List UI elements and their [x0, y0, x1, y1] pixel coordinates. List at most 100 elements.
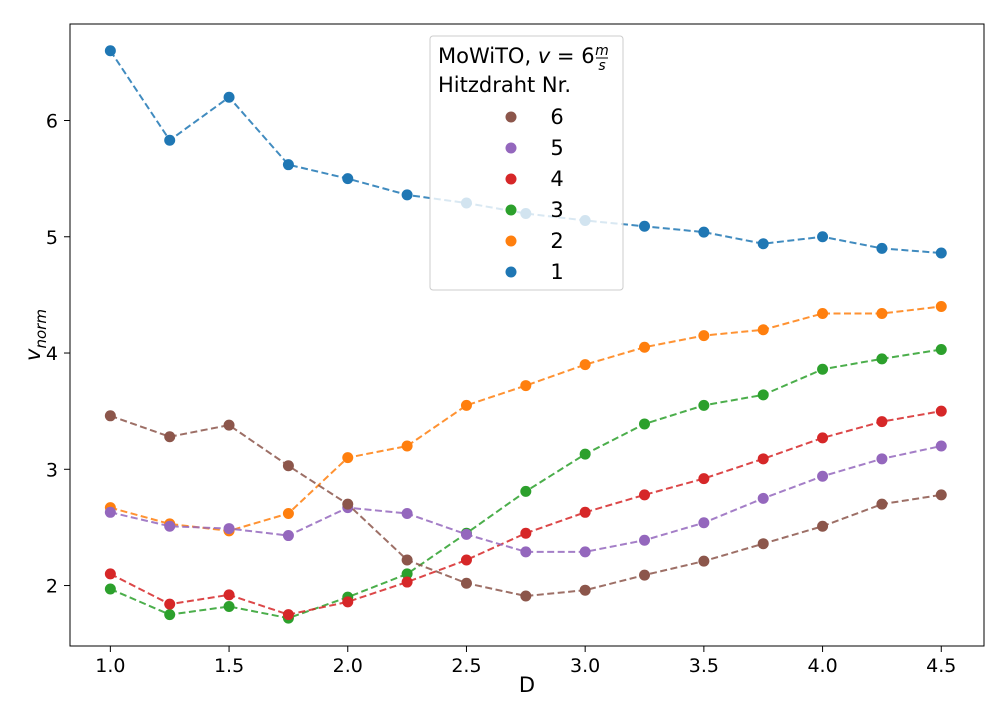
data-point: [639, 220, 651, 232]
data-point: [757, 492, 769, 504]
data-point: [579, 506, 591, 518]
data-point: [639, 534, 651, 546]
x-tick-label: 2.0: [333, 655, 363, 677]
legend-title-eq: = 6: [550, 44, 594, 68]
data-point: [401, 568, 413, 580]
legend-label-2: 2: [550, 229, 563, 253]
data-point: [342, 596, 354, 608]
series-line-5: [110, 445, 942, 553]
legend-subtitle: Hitzdraht Nr.: [438, 73, 571, 97]
data-point: [876, 498, 888, 510]
data-point: [876, 453, 888, 465]
data-point: [401, 576, 413, 588]
data-point: [935, 247, 947, 259]
x-tick-label: 4.5: [926, 655, 956, 677]
data-point: [164, 134, 176, 146]
data-point: [223, 589, 235, 601]
x-tick-label: 3.0: [570, 655, 600, 677]
data-point: [639, 418, 651, 430]
data-point: [935, 440, 947, 452]
data-point: [520, 485, 532, 497]
data-point: [104, 583, 116, 595]
series-line-1: [109, 50, 942, 255]
data-point: [757, 324, 769, 336]
data-point: [757, 453, 769, 465]
data-point: [757, 389, 769, 401]
series-line-6: [110, 414, 942, 598]
data-point: [460, 554, 472, 566]
data-point: [520, 590, 532, 602]
legend-label-1: 1: [550, 260, 563, 284]
data-point: [164, 609, 176, 621]
data-point: [460, 577, 472, 589]
x-tick-label: 4.0: [807, 655, 837, 677]
data-point: [401, 507, 413, 519]
x-axis: 1.0 1.5 2.0 2.5 3.0 3.5 4.0 4.5: [95, 646, 956, 677]
data-point: [223, 600, 235, 612]
data-point: [282, 609, 294, 621]
data-point: [579, 359, 591, 371]
legend-entries: 6 5 4 3 2 1: [505, 105, 564, 284]
data-point: [698, 517, 710, 529]
y-axis-label-main: v: [21, 348, 45, 361]
y-axis: 2 3 4 5 6: [46, 110, 70, 598]
data-point: [639, 569, 651, 581]
legend-title-frac-num: m: [595, 43, 609, 59]
x-tick-label: 3.5: [689, 655, 719, 677]
data-point: [698, 555, 710, 567]
data-point: [817, 470, 829, 482]
data-point: [579, 546, 591, 558]
data-point: [104, 506, 116, 518]
y-tick-label: 4: [46, 343, 58, 365]
data-point: [817, 520, 829, 532]
legend-label-6: 6: [550, 105, 563, 129]
data-point: [817, 231, 829, 243]
x-tick-label: 1.0: [95, 655, 125, 677]
data-point: [223, 91, 235, 103]
series-line-2: [110, 305, 942, 532]
legend-title-v: v: [538, 44, 551, 68]
data-point: [579, 584, 591, 596]
data-point: [164, 431, 176, 443]
data-point: [698, 330, 710, 342]
data-point: [460, 528, 472, 540]
data-point: [698, 473, 710, 485]
y-axis-label-subscript: norm: [32, 309, 50, 348]
data-point: [639, 341, 651, 353]
x-tick-label: 2.5: [451, 655, 481, 677]
legend-marker-5: [505, 142, 517, 154]
data-point: [757, 538, 769, 550]
data-point: [698, 399, 710, 411]
data-point: [520, 527, 532, 539]
legend-marker-3: [505, 204, 517, 216]
data-point: [164, 598, 176, 610]
data-point: [104, 45, 116, 57]
data-point: [876, 307, 888, 319]
data-point: [282, 460, 294, 472]
y-tick-label: 3: [46, 459, 58, 481]
data-point: [698, 226, 710, 238]
data-point: [817, 363, 829, 375]
y-tick-label: 2: [46, 576, 58, 598]
x-axis-label: D: [519, 673, 535, 697]
data-point: [342, 452, 354, 464]
data-point: [164, 520, 176, 532]
data-point: [282, 159, 294, 171]
data-point: [460, 399, 472, 411]
data-point: [520, 546, 532, 558]
series-6: [104, 410, 947, 602]
data-point: [223, 419, 235, 431]
legend-frame: [429, 35, 624, 291]
legend-marker-4: [505, 173, 517, 185]
data-point: [342, 498, 354, 510]
data-point: [876, 416, 888, 428]
legend-marker-1: [505, 266, 517, 278]
data-point: [342, 173, 354, 185]
y-tick-label: 6: [46, 110, 58, 132]
data-point: [817, 307, 829, 319]
data-point: [935, 489, 947, 501]
legend-title-prefix: MoWiTO,: [438, 44, 538, 68]
y-tick-label: 5: [46, 227, 58, 249]
data-point: [282, 530, 294, 542]
